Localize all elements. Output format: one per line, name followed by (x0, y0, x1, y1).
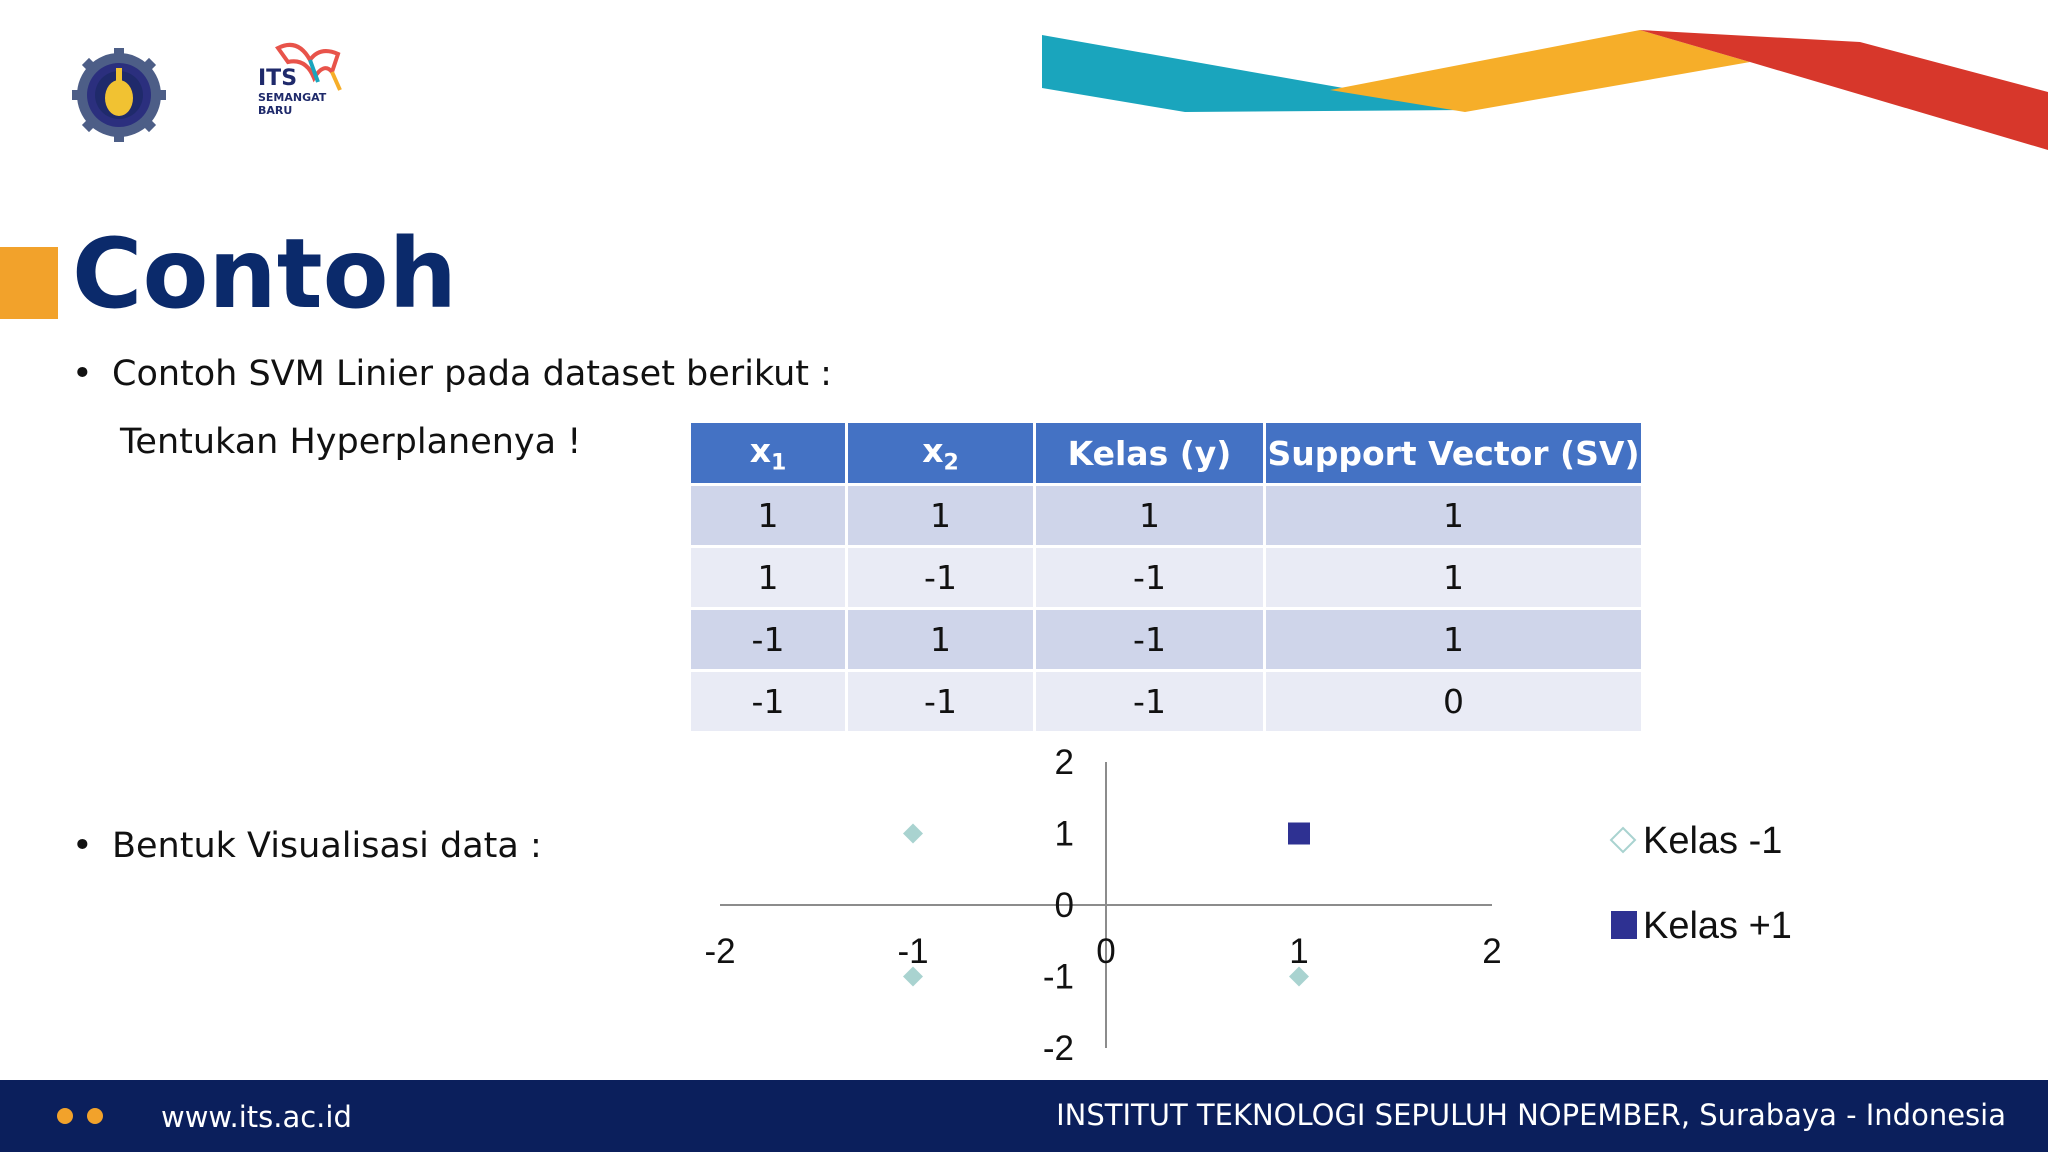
table-cell: 1 (1263, 607, 1644, 672)
footer-dot (57, 1108, 73, 1124)
bullet-subtext: Tentukan Hyperplanenya ! (120, 422, 582, 462)
table-cell: -1 (688, 607, 848, 672)
footer-institution: INSTITUT TEKNOLOGI SEPULUH NOPEMBER, Sur… (1056, 1098, 2006, 1132)
table-row: -1 1 -1 1 (688, 607, 1644, 672)
x-tick-label: -1 (897, 932, 928, 971)
table-cell: -1 (1033, 607, 1266, 672)
bullet-dataset: • Contoh SVM Linier pada dataset berikut … (72, 352, 832, 396)
table-cell: -1 (688, 669, 848, 734)
table-row: -1 -1 -1 0 (688, 669, 1644, 734)
table-cell: 1 (1033, 483, 1266, 548)
logo-text-semangat: SEMANGAT (258, 91, 327, 104)
table-cell: -1 (845, 545, 1036, 610)
x-tick-label: 0 (1096, 932, 1115, 971)
bullet-visualization: • Bentuk Visualisasi data : (72, 824, 542, 868)
legend-marker (1609, 826, 1637, 854)
title-accent-bar (0, 247, 58, 319)
x-tick-label: -2 (704, 932, 735, 971)
table-cell: -1 (1033, 545, 1266, 610)
x-tick-label: 2 (1482, 932, 1501, 971)
data-point-kelas-plus-1 (1288, 822, 1310, 845)
header-x1: x1 (688, 420, 848, 486)
slide-title: Contoh (72, 218, 457, 330)
y-tick-label: -2 (1043, 1029, 1074, 1068)
table-cell: 1 (1263, 545, 1644, 610)
data-point-kelas-minus-1 (903, 966, 923, 987)
table-cell: 0 (1263, 669, 1644, 734)
scatter-chart: -2 -1 0 1 2 2 1 0 -1 -2 Kelas -1 Kelas +1 (704, 743, 1792, 1068)
legend-marker (1611, 911, 1637, 939)
footer-dot (87, 1108, 103, 1124)
legend-label: Kelas +1 (1643, 905, 1792, 947)
dataset-table: x1 x2 Kelas (y) Support Vector (SV) 1 1 … (688, 420, 1644, 734)
its-semangat-baru-logo: ITS SEMANGAT BARU (248, 38, 358, 128)
footer-bar: www.its.ac.id INSTITUT TEKNOLOGI SEPULUH… (0, 1080, 2048, 1152)
table-row: 1 -1 -1 1 (688, 545, 1644, 610)
bullet-dataset-text: Contoh SVM Linier pada dataset berikut : (112, 354, 832, 394)
header-x2: x2 (845, 420, 1036, 486)
bullet-visualization-text: Bentuk Visualisasi data : (112, 826, 542, 866)
bullet-symbol: • (72, 354, 93, 394)
table-cell: 1 (845, 607, 1036, 672)
header-kelas: Kelas (y) (1033, 420, 1266, 486)
x-tick-label: 1 (1289, 932, 1308, 971)
y-tick-label: 1 (1055, 815, 1074, 854)
table-cell: 1 (1263, 483, 1644, 548)
y-tick-label: -1 (1043, 958, 1074, 997)
table-cell: 1 (688, 545, 848, 610)
y-tick-label: 0 (1055, 886, 1074, 925)
legend-label: Kelas -1 (1643, 820, 1782, 862)
its-emblem-logo (72, 48, 166, 142)
table-cell: 1 (688, 483, 848, 548)
data-point-kelas-minus-1 (903, 823, 923, 844)
bullet-symbol: • (72, 826, 93, 866)
table-cell: -1 (845, 669, 1036, 734)
y-tick-label: 2 (1055, 743, 1074, 782)
data-point-kelas-minus-1 (1289, 966, 1309, 987)
logo-text-its: ITS (258, 66, 298, 91)
logo-text-baru: BARU (258, 104, 293, 117)
header-support-vector: Support Vector (SV) (1263, 420, 1644, 486)
footer-url: www.its.ac.id (161, 1100, 352, 1134)
table-cell: -1 (1033, 669, 1266, 734)
table-row: 1 1 1 1 (688, 483, 1644, 548)
table-cell: 1 (845, 483, 1036, 548)
header-ribbon (1042, 30, 2048, 150)
table-header-row: x1 x2 Kelas (y) Support Vector (SV) (688, 420, 1644, 486)
